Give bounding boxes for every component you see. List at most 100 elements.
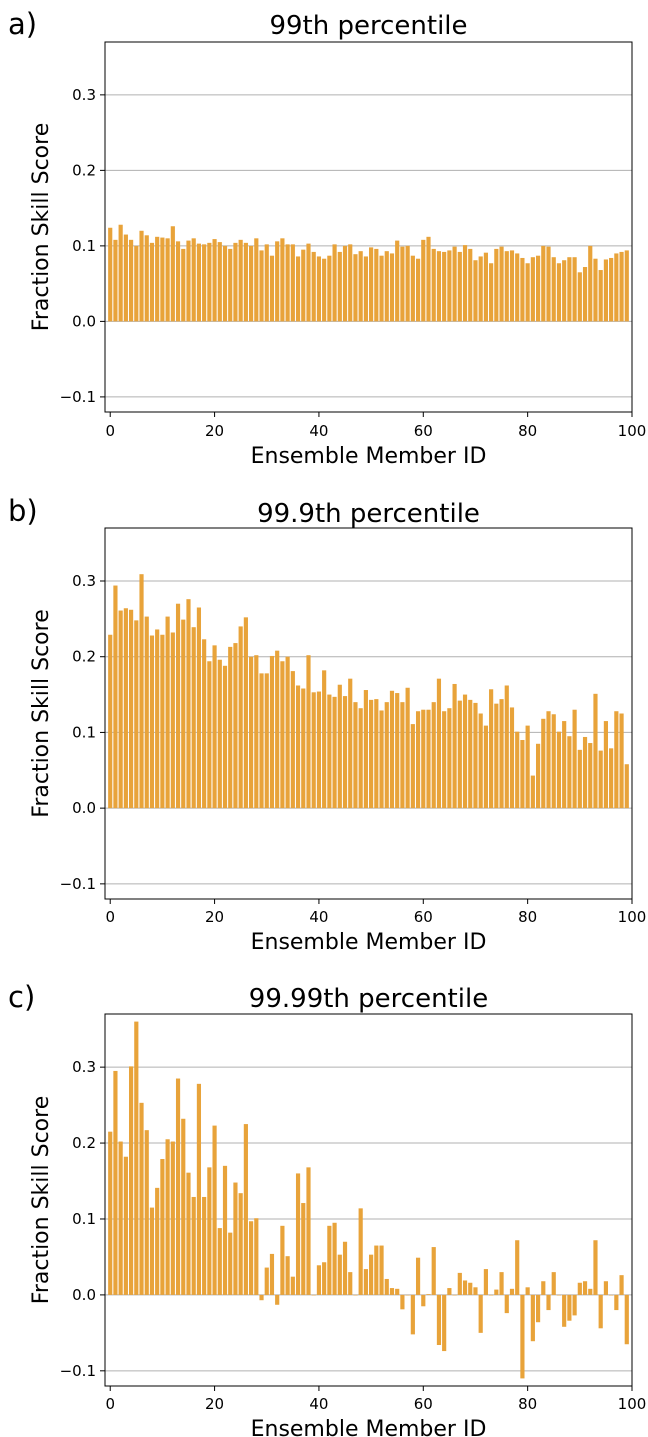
bar-2-36 [295,1173,301,1295]
bar-1-69 [468,699,473,809]
bar-1-80 [525,725,530,809]
bar-0-44 [337,251,342,322]
bar-0-96 [609,257,614,322]
bar-1-81 [530,775,535,809]
x-tick-label-0-1: 20 [205,422,224,440]
bar-2-53 [384,1278,389,1295]
bar-1-32 [275,650,280,809]
bar-2-65 [447,1288,452,1295]
bar-1-2 [118,610,123,809]
bar-1-48 [358,708,363,809]
bar-2-18 [202,1196,207,1295]
bar-0-73 [489,263,494,322]
bar-2-81 [530,1294,535,1342]
x-axis-label-0: Ensemble Member ID [251,444,487,469]
bar-1-56 [400,702,405,809]
bar-2-7 [144,1130,149,1295]
bar-2-96 [609,1294,614,1296]
bar-2-58 [410,1294,415,1335]
y-tick-label-1-0: −0.1 [60,875,96,893]
bar-1-5 [134,620,139,809]
bar-0-79 [520,257,525,322]
bar-0-99 [624,250,629,322]
bar-1-46 [348,678,353,809]
bar-0-83 [541,245,546,322]
y-tick-label-2-0: −0.1 [60,1362,96,1380]
bar-0-3 [123,234,128,322]
bar-0-70 [473,260,478,322]
bar-0-56 [400,246,405,322]
bar-1-14 [181,619,186,809]
bar-1-21 [217,659,222,809]
bar-2-49 [363,1269,368,1295]
bar-0-37 [301,249,306,322]
x-tick-label-2-0: 0 [105,1395,115,1413]
bar-2-1 [113,1070,118,1295]
bar-0-95 [603,259,608,322]
bar-1-11 [165,616,170,809]
bar-2-2 [118,1141,123,1295]
bar-2-89 [572,1294,577,1316]
x-tick-label-1-1: 20 [205,908,224,926]
y-tick-label-0-2: 0.1 [72,237,96,255]
bar-1-19 [207,661,212,809]
bar-0-33 [280,238,285,322]
bar-2-32 [275,1294,280,1305]
bar-1-59 [415,711,421,809]
bar-0-10 [160,237,165,322]
x-tick-label-1-2: 40 [309,908,328,926]
bar-2-43 [332,1222,337,1295]
x-tick-label-2-1: 20 [205,1395,224,1413]
bar-2-19 [207,1167,212,1295]
bar-1-24 [233,643,238,809]
bar-2-77 [509,1288,515,1295]
bar-0-26 [243,242,248,322]
bar-0-50 [369,247,374,322]
bar-0-60 [421,239,426,322]
bar-1-73 [489,689,494,809]
x-axis-label-2: Ensemble Member ID [251,1417,487,1437]
bar-2-73 [489,1294,494,1296]
x-tick-label-2-5: 100 [618,1395,647,1413]
bar-1-60 [421,709,426,809]
bar-1-43 [332,696,337,809]
bar-1-44 [337,684,342,809]
bar-2-40 [316,1265,322,1295]
bar-1-6 [139,574,144,809]
bar-0-87 [562,260,567,322]
bar-2-76 [504,1294,509,1314]
y-axis-label-0: Fraction Skill Score [29,123,54,331]
bar-0-40 [316,256,322,322]
bar-2-75 [499,1272,504,1295]
y-tick-label-0-4: 0.3 [72,86,96,104]
bar-2-83 [541,1281,546,1295]
bar-2-39 [311,1294,316,1296]
bar-1-22 [222,665,228,809]
bar-1-78 [515,731,520,809]
bar-2-98 [619,1275,624,1295]
bar-2-63 [436,1294,442,1346]
bar-0-19 [207,242,212,322]
bar-2-3 [123,1156,128,1295]
bar-0-43 [332,244,337,322]
bar-1-25 [238,626,243,809]
bar-1-88 [567,736,572,809]
bar-1-18 [202,639,207,809]
bar-0-42 [327,255,332,322]
bar-0-13 [175,241,181,322]
bar-0-66 [452,246,457,322]
bar-2-60 [421,1294,426,1307]
bar-2-14 [181,1118,186,1295]
bar-0-32 [275,241,280,322]
bar-2-37 [301,1203,306,1295]
bar-1-61 [426,709,431,809]
bar-2-26 [243,1124,248,1295]
bar-1-45 [342,696,348,809]
bar-2-66 [452,1294,457,1296]
bar-1-82 [535,743,541,809]
bar-0-51 [374,248,379,322]
bar-0-17 [196,243,202,322]
bar-0-59 [415,258,421,322]
y-tick-label-0-1: 0.0 [72,312,96,330]
bar-2-94 [598,1294,603,1329]
